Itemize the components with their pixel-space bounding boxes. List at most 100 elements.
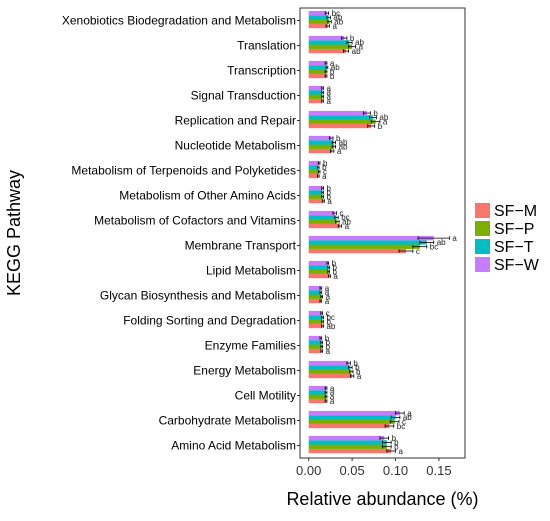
significance-label: a: [326, 293, 331, 302]
significance-label: c: [323, 168, 327, 177]
bar: [308, 219, 338, 224]
significance-label: a: [383, 118, 388, 127]
category-label: Membrane Transport: [185, 239, 297, 253]
category-label: Metabolism of Cofactors and Vitamins: [94, 214, 296, 228]
bar: [308, 423, 390, 429]
bar: [308, 319, 323, 324]
legend-swatch: [475, 257, 490, 272]
significance-label: a: [333, 272, 338, 281]
significance-label: bc: [397, 422, 405, 431]
category-labels-layer: Xenobiotics Biodegradation and Metabolis…: [62, 14, 300, 453]
bar: [308, 360, 349, 366]
legend-item: SF−M: [475, 203, 537, 220]
significance-label: a: [330, 388, 335, 397]
significance-label: ab: [342, 218, 351, 227]
category-label: Nucleotide Metabolism: [175, 139, 296, 153]
significance-label: a: [337, 147, 342, 156]
bar: [308, 198, 324, 204]
bar: [308, 298, 321, 304]
bar: [308, 23, 328, 29]
significance-label: b: [394, 443, 399, 452]
bar: [308, 348, 322, 354]
significance-label: b: [326, 343, 331, 352]
bar: [308, 290, 321, 295]
bar: [308, 240, 427, 245]
significance-label: bc: [332, 9, 340, 18]
bar: [308, 123, 372, 129]
legend-swatch: [475, 221, 490, 236]
significance-label: ab: [437, 238, 446, 247]
bar: [308, 410, 400, 416]
bar: [308, 273, 330, 279]
bar: [308, 310, 322, 316]
bar: [308, 115, 373, 120]
significance-label: ab: [352, 47, 361, 56]
significance-label: b: [330, 68, 335, 77]
bar: [308, 110, 367, 116]
significance-label: b: [394, 438, 399, 447]
bar: [308, 269, 329, 274]
category-label: Signal Transduction: [191, 89, 296, 103]
bar: [308, 19, 330, 24]
bar: [308, 173, 319, 179]
significance-label: b: [326, 184, 331, 193]
bar: [308, 398, 327, 404]
significance-label: a: [326, 347, 331, 356]
category-label: Lipid Metabolism: [206, 264, 296, 278]
significance-label: b: [373, 109, 378, 118]
bar: [308, 215, 337, 220]
bar: [308, 248, 406, 254]
significance-label: b: [336, 134, 341, 143]
category-label: Replication and Repair: [175, 114, 296, 128]
significance-label: b: [326, 193, 331, 202]
bar: [308, 260, 328, 266]
bar: [308, 244, 420, 249]
legend-item: SF−P: [475, 221, 534, 238]
significance-label: bc: [341, 213, 349, 222]
bar: [308, 210, 335, 216]
significance-label: b: [326, 188, 331, 197]
bar: [308, 323, 323, 329]
bar: [308, 444, 387, 449]
significance-label: bc: [326, 313, 334, 322]
legend-item: SF−W: [475, 257, 540, 274]
bar: [308, 369, 352, 374]
significance-label: a: [399, 447, 404, 456]
significance-label: a: [326, 88, 331, 97]
bar: [308, 169, 320, 174]
significance-label: b: [333, 268, 338, 277]
legend-swatch: [475, 239, 490, 254]
category-label: Transcription: [227, 64, 296, 78]
significance-label: c: [416, 247, 420, 256]
bar: [308, 344, 322, 349]
significance-label: b: [356, 368, 361, 377]
significance-label: a: [325, 297, 330, 306]
significance-label: b: [325, 334, 330, 343]
significance-label: c: [402, 418, 406, 427]
bar: [308, 60, 327, 66]
bar: [308, 90, 323, 95]
x-tick-label: 0.00: [296, 463, 321, 478]
significance-label: b: [326, 338, 331, 347]
significance-label: b: [326, 318, 331, 327]
significance-label: ab: [355, 38, 364, 47]
significance-label: a: [359, 43, 364, 52]
x-tick-label: 0.05: [339, 463, 364, 478]
significance-label: b: [353, 359, 358, 368]
bar: [308, 265, 329, 270]
bar: [308, 440, 387, 445]
significance-label: a: [327, 197, 332, 206]
bar: [308, 98, 323, 104]
bar: [308, 48, 347, 54]
category-label: Energy Metabolism: [193, 364, 296, 378]
plot-panel-border: [299, 7, 466, 459]
bar: [308, 419, 395, 424]
bar: [308, 185, 323, 191]
category-label: Translation: [237, 39, 296, 53]
bar: [308, 365, 351, 370]
significance-label: ab: [334, 18, 343, 27]
legend-label: SF−M: [494, 203, 537, 220]
x-ticks-layer: 0.00 0.05 0.10 0.15: [296, 458, 452, 478]
bar: [308, 394, 327, 399]
